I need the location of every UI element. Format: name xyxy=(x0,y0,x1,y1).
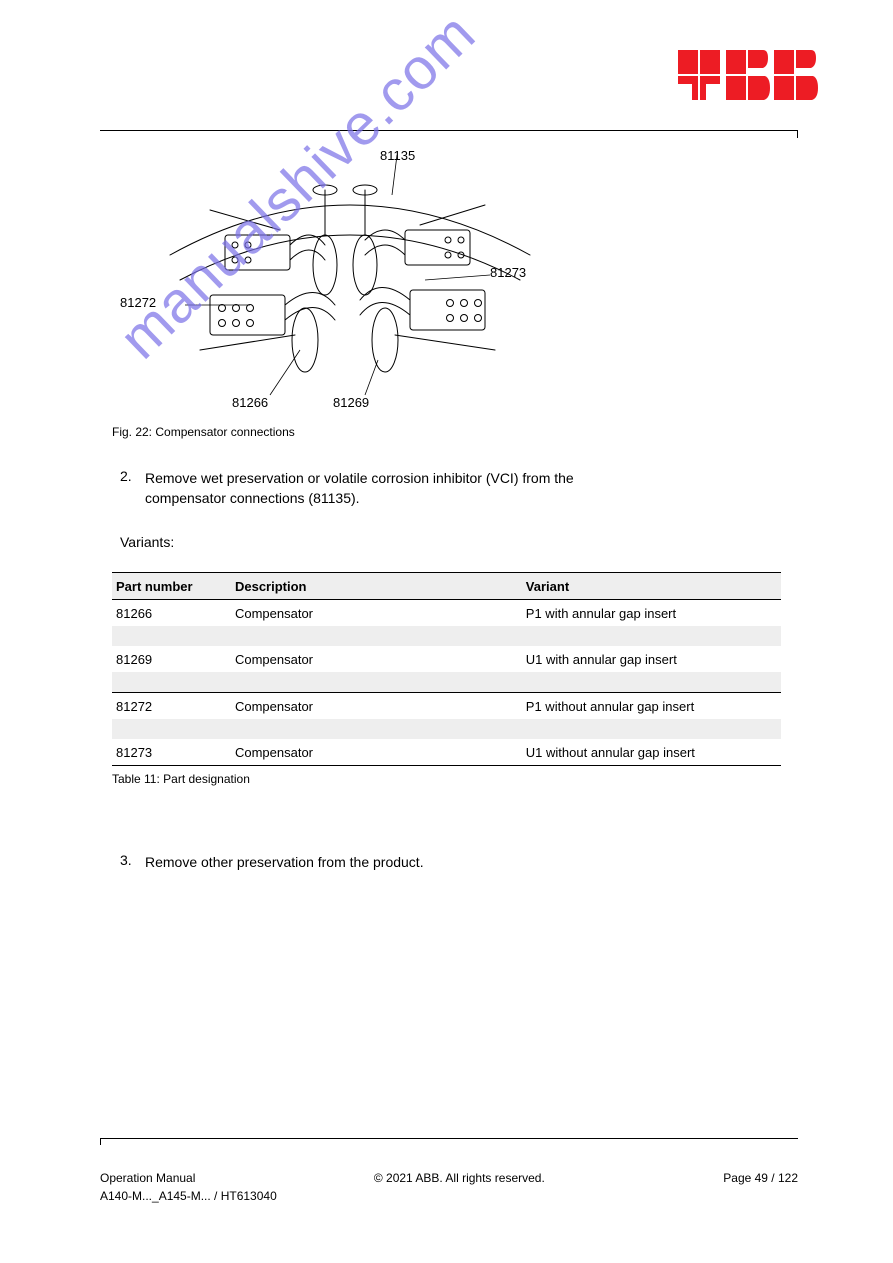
parts-table: Part number Description Variant 81266 Co… xyxy=(112,572,781,786)
footer-right: Page 49 / 122 xyxy=(723,1171,798,1185)
step-text-3: Remove other preservation from the produ… xyxy=(145,852,424,872)
cell-desc: Compensator xyxy=(235,699,526,714)
header-rule xyxy=(100,130,798,131)
table-band xyxy=(112,719,781,739)
technical-figure xyxy=(140,150,560,410)
cell-variant: P1 with annular gap insert xyxy=(526,606,777,621)
cell-variant: P1 without annular gap insert xyxy=(526,699,777,714)
callout-81273: 81273 xyxy=(490,265,526,280)
cell-desc: Compensator xyxy=(235,606,526,621)
header-variant: Variant xyxy=(526,579,777,594)
cell-variant: U1 without annular gap insert xyxy=(526,745,777,760)
step-line-2: compensator connections (81135). xyxy=(145,490,360,506)
table-row: 81269 Compensator U1 with annular gap in… xyxy=(112,646,781,672)
table-lead: Variants: xyxy=(120,532,174,552)
step-number-3: 3. xyxy=(120,852,132,868)
figure-caption: Fig. 22: Compensator connections xyxy=(112,425,295,439)
footer-doc-ref: A140-M..._A145-M... / HT613040 xyxy=(100,1189,277,1203)
cell-variant: U1 with annular gap insert xyxy=(526,652,777,667)
callout-81269: 81269 xyxy=(333,395,369,410)
footer-copyright: © 2021 ABB. All rights reserved. xyxy=(374,1171,545,1185)
step-line-1: Remove wet preservation or volatile corr… xyxy=(145,470,574,486)
header-tick xyxy=(797,130,798,138)
step-number-2: 2. xyxy=(120,468,132,484)
cell-desc: Compensator xyxy=(235,745,526,760)
cell-partnum: 81272 xyxy=(116,699,235,714)
callout-81135: 81135 xyxy=(380,148,415,163)
table-header-row: Part number Description Variant xyxy=(112,573,781,599)
footer-tick xyxy=(100,1138,101,1145)
table-band xyxy=(112,672,781,692)
table-row: 81272 Compensator P1 without annular gap… xyxy=(112,693,781,719)
footer-left: Operation Manual xyxy=(100,1171,195,1185)
header-part-number: Part number xyxy=(116,579,235,594)
footer-rule xyxy=(100,1138,798,1139)
table-bottom-rule xyxy=(112,765,781,766)
callout-81266: 81266 xyxy=(232,395,268,410)
footer-line-1: Operation Manual © 2021 ABB. All rights … xyxy=(100,1171,798,1185)
cell-desc: Compensator xyxy=(235,652,526,667)
abb-logo xyxy=(678,50,818,107)
table-row: 81266 Compensator P1 with annular gap in… xyxy=(112,600,781,626)
table-caption: Table 11: Part designation xyxy=(112,772,781,786)
table-row: 81273 Compensator U1 without annular gap… xyxy=(112,739,781,765)
header-description: Description xyxy=(235,579,526,594)
callout-81272: 81272 xyxy=(120,295,156,310)
step-text-2: Remove wet preservation or volatile corr… xyxy=(145,468,574,509)
cell-partnum: 81266 xyxy=(116,606,235,621)
cell-partnum: 81273 xyxy=(116,745,235,760)
page-header xyxy=(0,0,893,140)
table-band xyxy=(112,626,781,646)
cell-partnum: 81269 xyxy=(116,652,235,667)
